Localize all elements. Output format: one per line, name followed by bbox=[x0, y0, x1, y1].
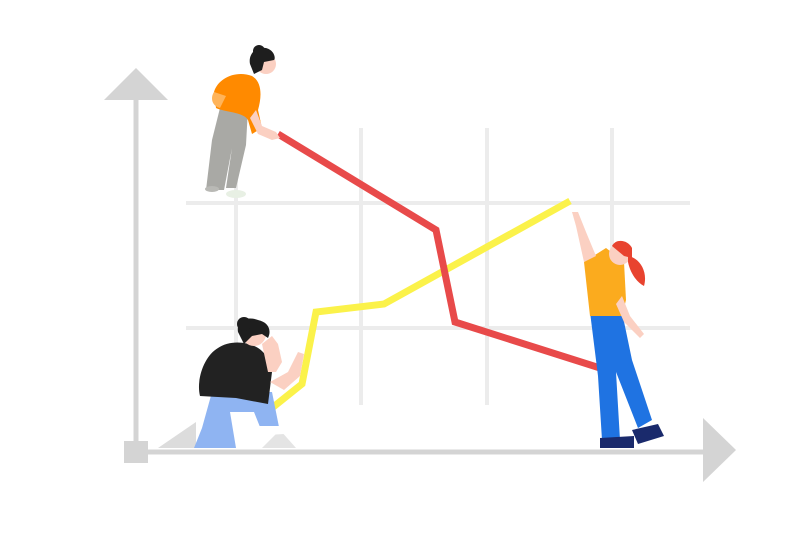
person-top-shoe-right bbox=[226, 190, 246, 198]
person-kneeling-foot bbox=[250, 426, 284, 436]
person-pointing-hair bbox=[612, 240, 632, 258]
person-pointing-arm-lower bbox=[616, 296, 644, 338]
floor-shadow-left bbox=[158, 422, 196, 448]
person-kneeling-arm-raised bbox=[262, 336, 282, 372]
person-top-pants bbox=[206, 108, 248, 190]
x-axis-arrow-icon bbox=[703, 418, 736, 482]
person-kneeling-pants bbox=[194, 392, 280, 448]
person-pointing-shirt bbox=[584, 248, 626, 316]
person-pointing-ponytail bbox=[628, 256, 646, 286]
person-standing-top bbox=[205, 45, 280, 198]
person-top-arm bbox=[250, 110, 280, 140]
person-top-hair-bun bbox=[253, 45, 265, 57]
person-top-shirt-shade bbox=[212, 92, 226, 108]
rising-trend-line bbox=[269, 197, 572, 411]
person-pointing-shoe-left bbox=[600, 436, 634, 448]
person-pointing-pants bbox=[590, 312, 652, 440]
person-kneeling-arm-extended bbox=[270, 352, 304, 390]
floor-shadow-right bbox=[262, 430, 296, 448]
person-kneeling-shirt bbox=[198, 342, 272, 404]
person-pointing-arm-raised bbox=[572, 212, 596, 262]
falling-trend-line bbox=[276, 131, 602, 372]
person-top-shoe-left bbox=[205, 186, 219, 192]
person-kneeling bbox=[194, 317, 304, 448]
person-kneeling-hair-bun bbox=[237, 317, 251, 331]
person-pointing-shoe-right bbox=[632, 424, 664, 444]
chart-axes bbox=[104, 68, 736, 482]
person-top-shirt bbox=[214, 73, 262, 134]
axis-origin-block bbox=[124, 441, 148, 463]
person-pointing bbox=[572, 212, 664, 448]
y-axis-arrow-icon bbox=[104, 68, 168, 100]
